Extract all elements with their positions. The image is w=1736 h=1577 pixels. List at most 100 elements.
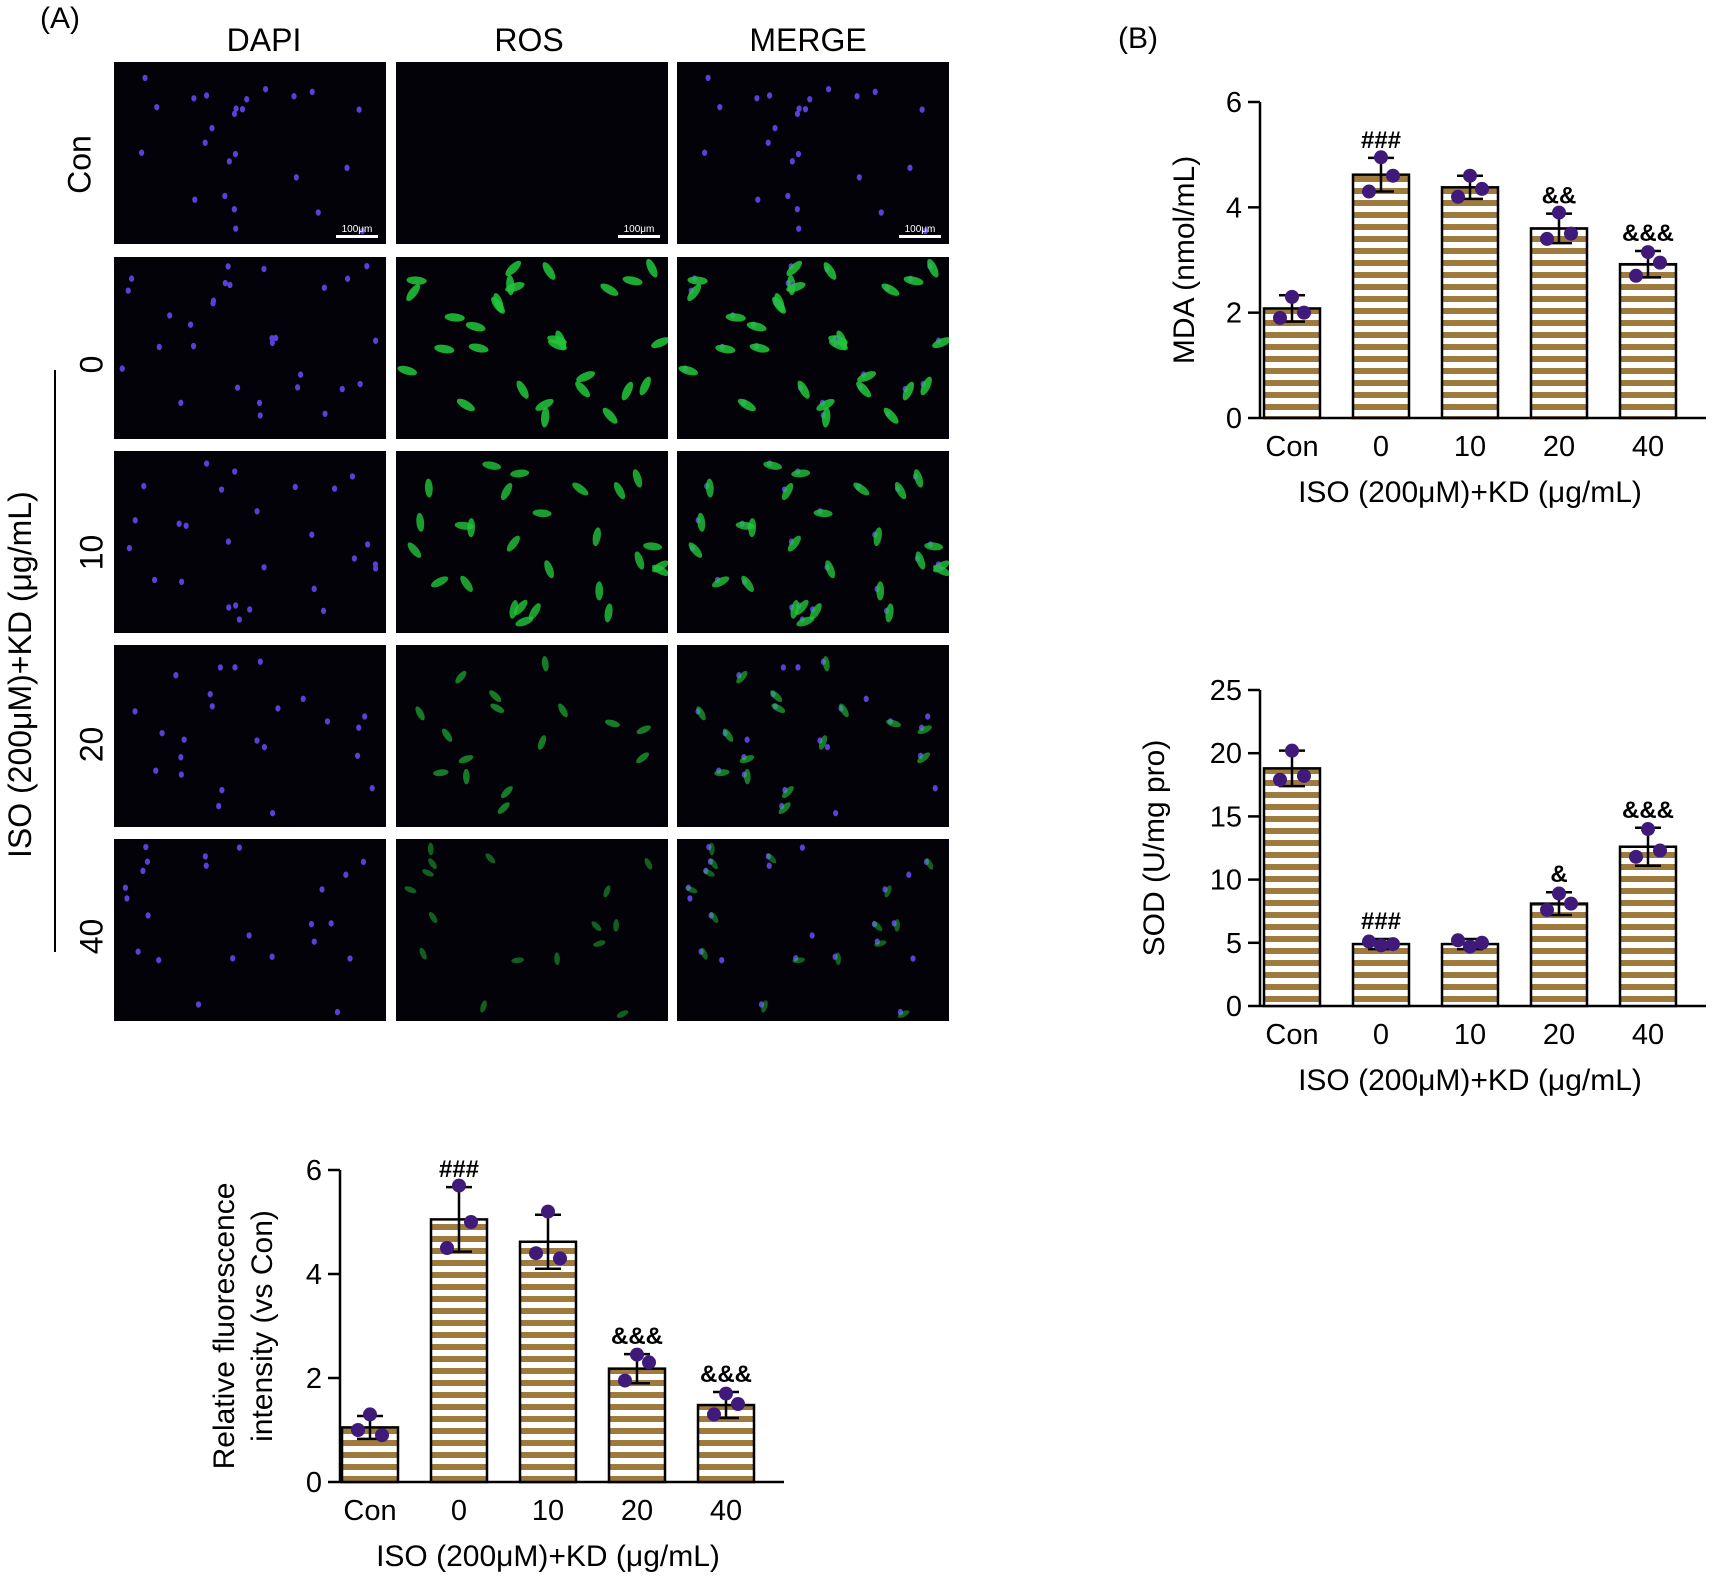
nucleus-dot — [309, 531, 315, 538]
data-point — [1297, 768, 1311, 783]
nucleus-dot — [154, 103, 160, 111]
data-point — [440, 1241, 454, 1255]
ros-signal — [505, 282, 525, 293]
nucleus-dot — [362, 713, 368, 720]
nucleus-dot — [706, 843, 712, 851]
micrograph-dapi-0 — [114, 257, 386, 439]
nucleus-dot — [178, 771, 184, 778]
nucleus-dot — [854, 93, 860, 100]
ros-signal — [913, 469, 924, 488]
panel-a-label: (A) — [40, 2, 80, 35]
ros-signal — [884, 885, 892, 898]
nucleus-dot — [273, 334, 279, 342]
ros-signal — [687, 284, 702, 302]
data-point — [1475, 181, 1489, 196]
ros-signal — [678, 365, 699, 376]
nucleus-dot — [270, 809, 276, 817]
nucleus-dot — [269, 339, 275, 347]
data-point — [1540, 902, 1554, 917]
ros-signal — [651, 564, 668, 576]
nucleus-dot — [707, 858, 714, 865]
micrograph-dapi-con: 100μm — [114, 62, 386, 244]
y-tick-label: 25 — [1210, 675, 1242, 707]
nucleus-dot — [225, 538, 232, 545]
ros-signal — [735, 521, 755, 530]
ros-signal — [558, 703, 568, 718]
nucleus-dot — [119, 365, 125, 372]
ros-signal — [766, 853, 777, 864]
significance-label: ### — [1361, 127, 1401, 154]
nucleus-dot — [357, 380, 363, 388]
ros-signal — [876, 581, 885, 601]
nucleus-dot — [919, 106, 925, 113]
nucleus-dot — [261, 265, 267, 273]
nucleus-dot — [809, 932, 815, 939]
data-point — [1273, 772, 1287, 787]
nucleus-dot — [365, 541, 371, 548]
treatment-bracket-line — [54, 370, 56, 952]
scale-bar-label: 100μm — [341, 224, 373, 235]
y-tick-label: 15 — [1210, 801, 1242, 833]
nucleus-dot — [863, 695, 869, 703]
nucleus-dot — [344, 164, 350, 172]
nucleus-dot — [187, 321, 194, 328]
ros-signal — [685, 886, 698, 894]
ros-signal — [541, 656, 549, 672]
data-point — [464, 1215, 478, 1229]
nucleus-dot — [254, 508, 260, 515]
ros-signal — [639, 376, 651, 396]
nucleus-dot — [293, 174, 299, 181]
row-label-0: 0 — [73, 355, 110, 374]
scale-bar-line — [336, 235, 378, 238]
data-point — [1285, 743, 1299, 758]
nucleus-dot — [219, 786, 225, 794]
nucleus-dot — [145, 912, 151, 919]
nucleus-dot — [233, 105, 239, 112]
data-point — [1362, 934, 1376, 949]
bar — [1618, 262, 1678, 420]
ros-signal — [894, 919, 900, 932]
ros-signal — [419, 947, 427, 960]
nucleus-dot — [833, 809, 839, 817]
ros-signal — [460, 575, 473, 592]
nucleus-dot — [156, 343, 162, 351]
nucleus-dot — [687, 895, 693, 902]
nucleus-dot — [795, 150, 802, 158]
ros-signal — [593, 940, 606, 947]
ros-signal — [416, 512, 425, 532]
nucleus-dot — [719, 956, 725, 964]
ros-signal — [823, 262, 837, 280]
nucleus-dot — [356, 724, 362, 731]
x-tick-label: 10 — [1454, 431, 1486, 463]
nucleus-dot — [167, 312, 173, 319]
nucleus-dot — [210, 300, 216, 307]
nucleus-dot — [195, 1001, 202, 1008]
column-header-merge: MERGE — [749, 22, 867, 58]
scale-bar-line — [618, 235, 660, 238]
nucleus-dot — [236, 616, 242, 623]
ros-signal — [885, 603, 894, 623]
nucleus-dot — [354, 752, 361, 759]
nucleus-dot — [202, 853, 208, 860]
ros-signal — [813, 509, 833, 518]
y-axis-label: intensity (vs Con) — [246, 1210, 279, 1442]
nucleus-dot — [209, 124, 215, 132]
nucleus-dot — [298, 371, 304, 378]
ros-signal — [856, 381, 872, 398]
nucleus-dot — [755, 196, 761, 203]
ros-signal — [917, 725, 932, 735]
nucleus-dot — [225, 263, 231, 270]
fluorescence-bar-chart: 0 2 4 6 Con ### 0 10 &&& 20 &&& 40 ISO (200μM)+KD (μ… — [208, 1155, 784, 1573]
data-point — [1374, 150, 1388, 165]
ros-signal — [709, 858, 718, 870]
nucleus-dot — [702, 149, 708, 156]
scale-bar: 100μm — [899, 224, 941, 238]
x-tick-label: 0 — [1373, 1019, 1389, 1051]
ros-signal — [424, 478, 433, 498]
y-tick-label: 6 — [306, 1155, 322, 1187]
nucleus-dot — [222, 192, 228, 200]
ros-signal — [430, 576, 449, 588]
x-tick-label: 20 — [1543, 1019, 1575, 1051]
ros-signal — [700, 947, 708, 960]
data-point — [1653, 255, 1667, 270]
